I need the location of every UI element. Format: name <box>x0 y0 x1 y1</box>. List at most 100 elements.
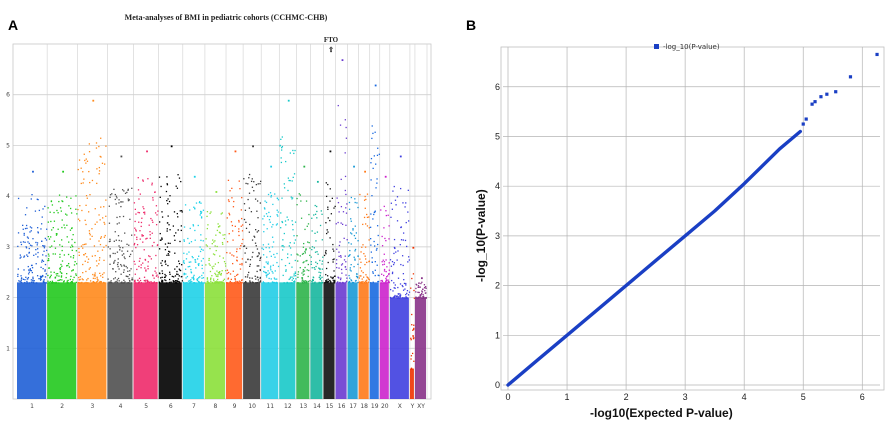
snp-point <box>146 281 148 283</box>
snp-point <box>98 214 100 216</box>
snp-point <box>94 272 96 274</box>
snp-point <box>249 263 251 266</box>
snp-point <box>96 168 98 170</box>
snp-point <box>283 246 285 248</box>
snp-point <box>227 179 230 182</box>
snp-point <box>329 279 331 282</box>
snp-point <box>82 171 84 173</box>
snp-point <box>97 250 99 252</box>
snp-point <box>372 271 374 273</box>
snp-point <box>178 260 180 262</box>
snp-point <box>43 279 45 281</box>
snp-point <box>378 153 381 155</box>
snp-point <box>276 223 278 225</box>
snp-point <box>103 221 105 224</box>
snp-point <box>320 282 323 284</box>
snp-point <box>55 282 57 284</box>
snp-point <box>383 282 385 284</box>
snp-point <box>133 242 136 245</box>
snp-point <box>412 329 414 331</box>
snp-point <box>249 259 252 261</box>
snp-point <box>20 279 22 282</box>
snp-point <box>190 241 193 243</box>
snp-point <box>327 275 329 277</box>
snp-point <box>269 192 272 194</box>
snp-point <box>174 280 177 282</box>
snp-point <box>148 224 150 226</box>
snp-point <box>206 210 209 213</box>
snp-point <box>263 207 266 209</box>
snp-point <box>246 276 249 278</box>
snp-point <box>44 269 46 271</box>
snp-point <box>116 279 119 281</box>
snp-point <box>327 208 329 211</box>
snp-point <box>254 275 256 277</box>
snp-point <box>142 241 144 243</box>
snp-point <box>24 227 27 230</box>
snp-point <box>52 253 54 255</box>
snp-point <box>289 152 291 154</box>
snp-point <box>276 252 278 255</box>
snp-point <box>392 297 394 299</box>
snp-point <box>383 268 386 271</box>
snp-point <box>286 216 288 218</box>
snp-point <box>367 281 370 283</box>
snp-point <box>289 247 292 249</box>
snp-point <box>22 278 25 280</box>
snp-point <box>39 279 42 281</box>
snp-point <box>188 261 190 263</box>
snp-point <box>311 246 314 248</box>
snp-point <box>128 282 131 284</box>
snp-point <box>157 210 159 212</box>
snp-point <box>42 245 44 247</box>
snp-point <box>161 238 163 240</box>
snp-point <box>366 261 368 264</box>
snp-point <box>155 281 157 284</box>
snp-point <box>381 280 384 283</box>
snp-point <box>25 276 27 278</box>
snp-point <box>160 277 162 279</box>
snp-point <box>142 235 144 237</box>
snp-point <box>27 237 29 239</box>
snp-point <box>206 277 209 279</box>
snp-point <box>321 263 323 265</box>
snp-point <box>137 177 139 179</box>
snp-point <box>307 263 309 266</box>
snp-point <box>400 226 402 229</box>
snp-point <box>138 221 140 223</box>
snp-point <box>187 280 190 282</box>
snp-point <box>249 280 251 282</box>
snp-point <box>413 328 415 331</box>
snp-point <box>95 142 98 144</box>
snp-point <box>180 276 183 278</box>
snp-point <box>410 367 413 369</box>
snp-point <box>258 281 260 283</box>
snp-point <box>269 250 271 253</box>
snp-point <box>214 240 216 242</box>
snp-point <box>181 280 183 282</box>
snp-point <box>142 179 144 181</box>
snp-point <box>211 266 213 268</box>
manhattan-chromosome-labels: 1 2 3 4 5 6 7 8 9 10 11 12 13 14 15 16 17 18 19 20 X Y XY <box>30 403 425 410</box>
snp-point <box>330 276 332 278</box>
snp-point <box>413 327 415 330</box>
snp-point <box>302 252 305 255</box>
snp-point <box>134 281 136 283</box>
snp-point <box>330 213 333 215</box>
snp-point <box>399 243 401 246</box>
snp-point <box>355 232 358 234</box>
snp-point <box>109 254 111 257</box>
snp-point <box>79 204 81 207</box>
snp-point <box>406 292 408 295</box>
snp-point <box>232 262 234 265</box>
snp-point <box>412 273 415 275</box>
snp-point <box>370 213 372 215</box>
snp-point <box>50 200 53 203</box>
snp-point <box>26 227 28 230</box>
snp-point <box>40 276 43 278</box>
snp-point <box>138 277 141 279</box>
snp-point <box>366 213 368 216</box>
snp-point <box>110 280 112 282</box>
chromosome-group-11 <box>261 165 280 399</box>
snp-point <box>354 237 357 240</box>
